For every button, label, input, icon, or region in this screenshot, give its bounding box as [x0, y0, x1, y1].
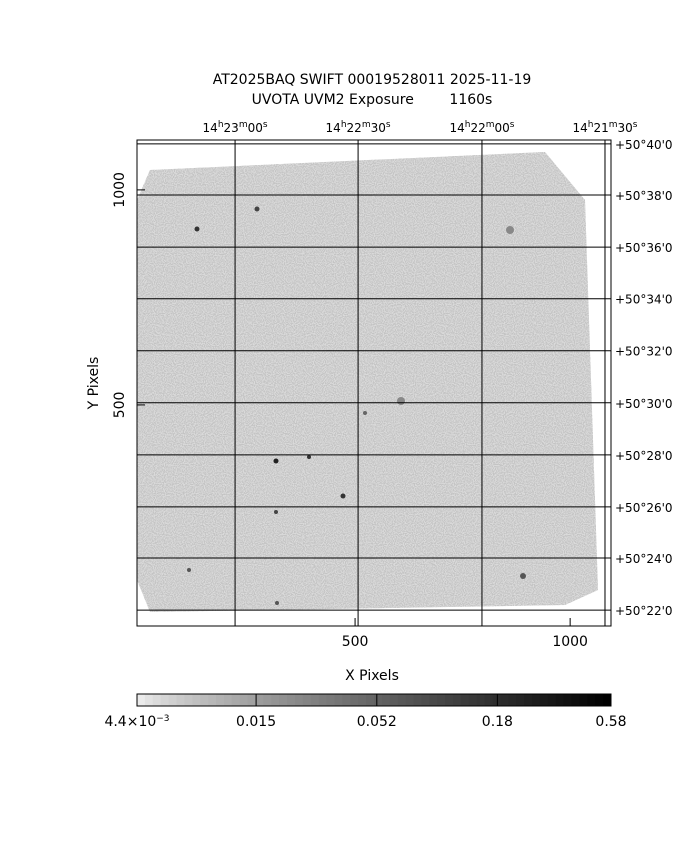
colorbar-step	[208, 694, 217, 706]
colorbar-step	[255, 694, 264, 706]
colorbar-step	[571, 694, 580, 706]
colorbar-step	[295, 694, 304, 706]
exposure-image	[137, 152, 598, 612]
colorbar-tick-label: 0.015	[236, 714, 276, 730]
colorbar-step	[271, 694, 280, 706]
colorbar-step	[524, 694, 533, 706]
x-tick-label: 500	[342, 634, 369, 650]
colorbar-step	[460, 694, 470, 706]
colorbar-step	[516, 694, 525, 706]
colorbar-step	[381, 694, 391, 706]
dec-tick-label: +50°28'0	[615, 449, 673, 463]
colorbar-step	[263, 694, 272, 706]
colorbar-step	[579, 694, 588, 706]
colorbar-step	[279, 694, 288, 706]
ra-tick-label: 14h22m30s	[326, 120, 391, 135]
dec-tick-label: +50°40'0	[615, 138, 673, 152]
colorbar-step	[184, 694, 193, 706]
colorbar-step	[287, 694, 296, 706]
ra-tick-label: 14h23m00s	[203, 120, 268, 135]
colorbar-step	[413, 694, 422, 706]
colorbar-step	[453, 694, 462, 706]
colorbar-step	[397, 694, 407, 706]
colorbar-step	[508, 694, 517, 706]
colorbar-step	[587, 694, 596, 706]
colorbar-step	[421, 694, 430, 706]
colorbar-tick-label: 0.58	[595, 714, 626, 730]
colorbar-step	[405, 694, 414, 706]
colorbar-step	[437, 694, 446, 706]
y-axis-label: Y Pixels	[86, 357, 102, 411]
colorbar-tick-label: 0.18	[482, 714, 513, 730]
dec-tick-label: +50°30'0	[615, 397, 673, 411]
colorbar-step	[200, 694, 209, 706]
dec-tick-label: +50°32'0	[615, 345, 673, 359]
colorbar-tick-label: 0.052	[357, 714, 397, 730]
colorbar-step	[366, 694, 375, 706]
colorbar-step	[310, 694, 320, 706]
colorbar-step	[144, 694, 154, 706]
colorbar-step	[168, 694, 177, 706]
colorbar-tick-label: 4.4×10−3	[104, 714, 169, 730]
dec-tick-label: +50°38'0	[615, 189, 673, 203]
colorbar-step	[152, 694, 162, 706]
y-tick-label: 500	[112, 392, 128, 419]
colorbar: 4.4×10−3 0.015 0.052 0.18 0.58	[104, 693, 627, 730]
colorbar-step	[192, 694, 201, 706]
chart-subtitle: UVOTA UVM2 Exposure 1160s	[252, 92, 493, 108]
colorbar-step	[445, 694, 454, 706]
ra-tick-label: 14h22m00s	[449, 120, 514, 135]
colorbar-step	[318, 694, 328, 706]
colorbar-step	[342, 694, 351, 706]
colorbar-step	[176, 694, 185, 706]
colorbar-step	[532, 694, 541, 706]
colorbar-step	[547, 694, 557, 706]
x-tick-label: 1000	[552, 634, 588, 650]
dec-tick-label: +50°26'0	[615, 501, 673, 515]
dec-tick-label: +50°22'0	[615, 604, 673, 618]
colorbar-step	[326, 694, 335, 706]
colorbar-step	[476, 694, 486, 706]
y-tick-label: 1000	[112, 172, 128, 208]
colorbar-step	[302, 694, 312, 706]
colorbar-step	[539, 694, 549, 706]
ra-tick-label: 14h21m30s	[572, 120, 637, 135]
colorbar-step	[247, 694, 256, 706]
chart-title: AT2025BAQ SWIFT 00019528011 2025-11-19	[213, 72, 532, 88]
colorbar-step	[334, 694, 343, 706]
colorbar-step	[374, 694, 383, 706]
dec-tick-label: +50°36'0	[615, 241, 673, 255]
colorbar-step	[563, 694, 572, 706]
colorbar-step	[484, 694, 493, 706]
x-axis-label: X Pixels	[345, 668, 399, 684]
colorbar-step	[595, 694, 604, 706]
colorbar-step	[350, 694, 359, 706]
colorbar-step	[231, 694, 241, 706]
colorbar-step	[216, 694, 225, 706]
colorbar-step	[603, 694, 612, 706]
colorbar-step	[500, 694, 509, 706]
colorbar-step	[239, 694, 249, 706]
colorbar-step	[160, 694, 170, 706]
plot-frame	[136, 139, 612, 627]
colorbar-step	[429, 694, 438, 706]
colorbar-step	[468, 694, 478, 706]
dec-tick-label: +50°34'0	[615, 293, 673, 307]
colorbar-step	[492, 694, 501, 706]
colorbar-step	[555, 694, 565, 706]
dec-tick-label: +50°24'0	[615, 552, 673, 566]
colorbar-step	[358, 694, 367, 706]
colorbar-step	[223, 694, 233, 706]
colorbar-step	[137, 694, 146, 706]
colorbar-step	[389, 694, 399, 706]
